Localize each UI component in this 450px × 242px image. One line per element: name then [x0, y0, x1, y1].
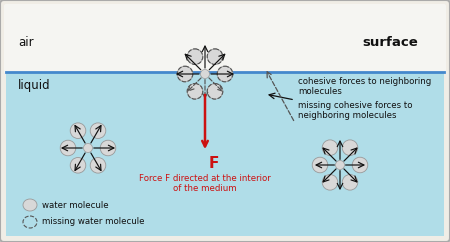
Ellipse shape: [23, 199, 37, 211]
Text: liquid: liquid: [18, 78, 50, 91]
Text: surface: surface: [362, 36, 418, 48]
Text: Force F directed at the interior
of the medium: Force F directed at the interior of the …: [139, 174, 271, 193]
Text: missing cohesive forces to
neighboring molecules: missing cohesive forces to neighboring m…: [298, 101, 413, 120]
Ellipse shape: [90, 123, 106, 138]
Ellipse shape: [322, 174, 338, 190]
Ellipse shape: [217, 66, 233, 82]
Ellipse shape: [342, 174, 358, 190]
Ellipse shape: [207, 83, 223, 99]
Text: missing water molecule: missing water molecule: [42, 218, 144, 227]
Ellipse shape: [177, 66, 193, 82]
Ellipse shape: [90, 158, 106, 173]
Text: cohesive forces to neighboring
molecules: cohesive forces to neighboring molecules: [298, 77, 431, 96]
Text: water molecule: water molecule: [42, 201, 108, 210]
Ellipse shape: [312, 157, 328, 173]
Ellipse shape: [342, 140, 358, 155]
Bar: [6, 72, 444, 236]
Ellipse shape: [201, 69, 210, 78]
Text: air: air: [18, 36, 34, 48]
Ellipse shape: [187, 83, 203, 99]
Ellipse shape: [70, 158, 86, 173]
Ellipse shape: [84, 144, 93, 152]
Ellipse shape: [352, 157, 368, 173]
FancyBboxPatch shape: [4, 4, 446, 74]
Ellipse shape: [322, 140, 338, 155]
Ellipse shape: [207, 49, 223, 64]
Ellipse shape: [336, 160, 345, 169]
Ellipse shape: [187, 49, 203, 64]
Ellipse shape: [100, 140, 116, 156]
Ellipse shape: [60, 140, 76, 156]
Ellipse shape: [70, 123, 86, 138]
Text: F: F: [209, 156, 220, 171]
